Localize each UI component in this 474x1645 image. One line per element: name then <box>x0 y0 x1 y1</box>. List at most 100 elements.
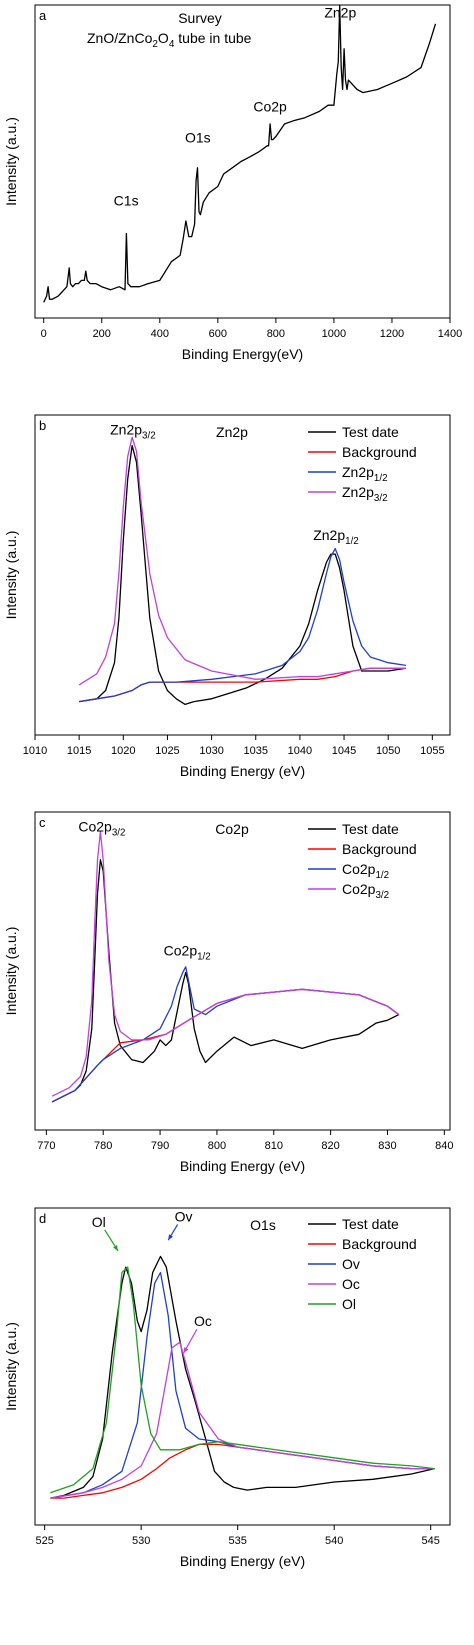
peak-label-main: Co2p <box>164 943 198 959</box>
legend-label-sub: 3/2 <box>374 493 388 504</box>
peak-annotation-co2p: Co2p <box>253 98 287 114</box>
survey-title: Survey <box>178 10 222 26</box>
x-tick-label: 540 <box>325 1535 343 1547</box>
x-tick-label: 790 <box>151 1140 169 1152</box>
legend-label: Ov <box>342 1256 360 1272</box>
peak-label-sub: 3/2 <box>142 430 156 441</box>
x-tick-label: 1030 <box>199 745 223 757</box>
plot-frame-c <box>34 811 451 1131</box>
peak-label-main: Zn2p <box>110 421 142 437</box>
legend-label-main: Co2p <box>342 861 376 877</box>
legend-label-main: Zn2p <box>342 464 374 480</box>
x-tick-label: 200 <box>93 328 111 340</box>
x-tick-label: 525 <box>35 1535 53 1547</box>
sample-title: ZnO/ZnCo2O4 tube in tube <box>87 30 252 50</box>
series-line-oc <box>50 1341 435 1499</box>
legend-label-sub: 1/2 <box>374 473 388 484</box>
legend-label-sub: 1/2 <box>375 870 389 881</box>
peak-label-ov: Ov <box>175 1208 193 1224</box>
x-tick-label: 1035 <box>244 745 268 757</box>
x-tick-label: 400 <box>151 328 169 340</box>
sample-title-part: 4 <box>169 39 175 50</box>
peak-label-main: Co2p <box>78 819 112 835</box>
y-axis-label: Intensity (a.u.) <box>3 1322 19 1411</box>
series-line-co2p3-2 <box>51 831 400 1097</box>
x-tick-label: 1025 <box>155 745 179 757</box>
x-tick-label: 780 <box>94 1140 112 1152</box>
series-line-survey <box>43 4 437 303</box>
series-line-test-date <box>51 859 400 1103</box>
y-axis-label: Intensity (a.u.) <box>3 117 19 206</box>
legend-label-main: Zn2p <box>342 484 374 500</box>
legend-label: Background <box>342 841 417 857</box>
legend-label: Zn2p3/2 <box>342 484 388 504</box>
x-tick-label: 1055 <box>420 745 444 757</box>
x-axis-label: Binding Energy (eV) <box>180 763 305 779</box>
panel-label: a <box>39 8 47 23</box>
x-axis-label: Binding Energy (eV) <box>180 1553 305 1569</box>
peak-label: Co2p3/2 <box>78 819 125 839</box>
peak-label-sub: 3/2 <box>112 828 126 839</box>
panel-label: d <box>39 1211 46 1226</box>
x-tick-label: 820 <box>321 1140 339 1152</box>
peak-arrowhead <box>168 1234 173 1241</box>
peak-label: Co2p1/2 <box>164 943 211 963</box>
series-line-background <box>50 1443 435 1499</box>
x-tick-label: 1020 <box>111 745 135 757</box>
peak-label: Zn2p3/2 <box>110 421 156 441</box>
x-tick-label: 1015 <box>67 745 91 757</box>
panel-label: c <box>39 815 46 830</box>
series-line-co2p1-2 <box>51 966 400 1103</box>
x-tick-label: 535 <box>228 1535 246 1547</box>
peak-label: Zn2p1/2 <box>313 527 359 547</box>
peak-label-sub: 1/2 <box>197 951 211 962</box>
legend-label: Test date <box>342 424 399 440</box>
legend-label: Zn2p1/2 <box>342 464 388 484</box>
x-tick-label: 1040 <box>288 745 312 757</box>
sample-title-part: O <box>158 30 169 46</box>
x-tick-label: 1045 <box>332 745 356 757</box>
plot-frame-a <box>34 4 451 319</box>
legend-label: Oc <box>342 1276 360 1292</box>
peak-annotation-zn2p: Zn2p <box>324 5 356 21</box>
peak-annotation-c1s: C1s <box>114 192 139 208</box>
panel-top-label: Zn2p <box>216 424 248 440</box>
panel-label: b <box>39 418 46 433</box>
legend-label-main: Co2p <box>342 881 376 897</box>
x-tick-label: 800 <box>208 1140 226 1152</box>
x-tick-label: 1050 <box>376 745 400 757</box>
x-tick-label: 770 <box>37 1140 55 1152</box>
x-tick-label: 600 <box>209 328 227 340</box>
series-line-ol <box>50 1266 435 1494</box>
x-tick-label: 1010 <box>23 745 47 757</box>
series-line-zn2p3-2 <box>78 436 406 686</box>
legend-label: Test date <box>342 821 399 837</box>
x-tick-label: 810 <box>265 1140 283 1152</box>
plot-frame-d <box>34 1207 451 1526</box>
peak-label-sub: 1/2 <box>345 536 359 547</box>
x-axis-label: Binding Energy(eV) <box>182 346 303 362</box>
peak-label-main: Zn2p <box>313 527 345 543</box>
y-axis-label: Intensity (a.u.) <box>3 531 19 620</box>
peak-label-oc: Oc <box>194 1313 212 1329</box>
plot-frame-b <box>34 414 451 736</box>
x-tick-label: 0 <box>41 328 47 340</box>
x-tick-label: 1400 <box>438 328 462 340</box>
x-tick-label: 840 <box>435 1140 453 1152</box>
peak-arrowhead <box>183 1347 189 1354</box>
x-tick-label: 1000 <box>322 328 346 340</box>
sample-title-part: ZnO/ZnCo <box>87 30 153 46</box>
x-tick-label: 545 <box>422 1535 440 1547</box>
legend-label-sub: 3/2 <box>375 890 389 901</box>
series-line-background <box>78 667 406 703</box>
panel-top-label: Co2p <box>215 821 249 837</box>
series-line-test-date <box>50 1255 435 1499</box>
legend-label: Test date <box>342 1216 399 1232</box>
x-axis-label: Binding Energy (eV) <box>180 1158 305 1174</box>
legend-label: Ol <box>342 1296 356 1312</box>
legend-label: Background <box>342 1236 417 1252</box>
legend-label: Co2p1/2 <box>342 861 389 881</box>
sample-title-part: 2 <box>152 39 158 50</box>
